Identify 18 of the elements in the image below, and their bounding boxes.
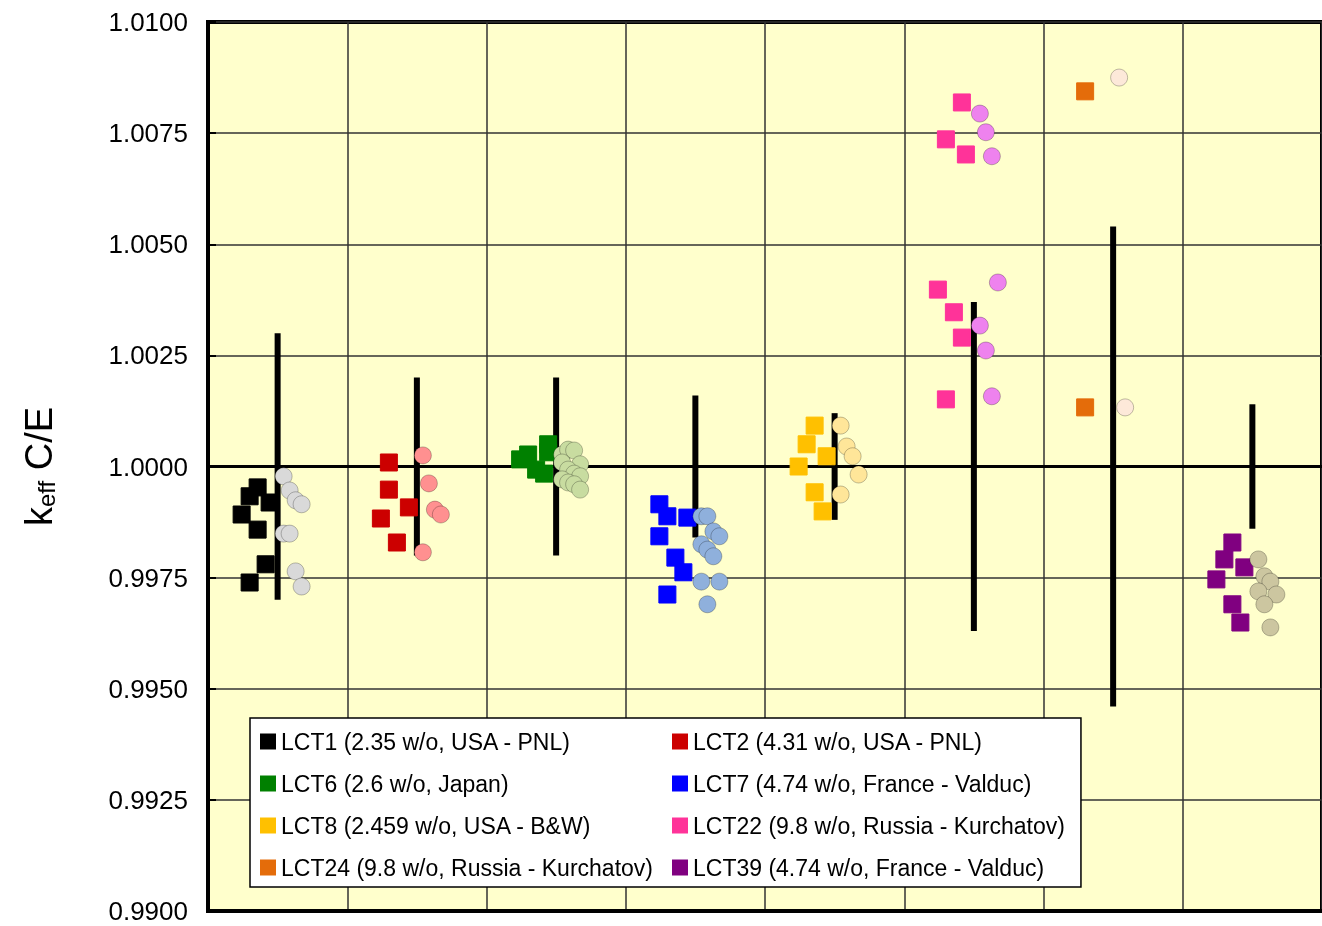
y-tick-label: 0.9900: [108, 896, 188, 926]
y-tick-label: 1.0000: [108, 451, 188, 482]
y-tick-label: 1.0025: [108, 340, 188, 371]
y-tick-label: 1.0075: [108, 118, 188, 149]
legend-label: LCT2 (4.31 w/o, USA - PNL): [692, 728, 982, 755]
y-tick-label: 0.9925: [108, 784, 188, 815]
y-tick-label: 1.0050: [108, 229, 188, 260]
legend-label: LCT6 (2.6 w/o, Japan): [281, 770, 509, 797]
legend-label: LCT39 (4.74 w/o, France - Valduc): [692, 854, 1045, 881]
legend-label: LCT24 (9.8 w/o, Russia - Kurchatov): [281, 854, 653, 881]
y-tick-label: 0.9975: [108, 562, 188, 593]
legend-label: LCT1 (2.35 w/o, USA - PNL): [281, 728, 570, 755]
y-tick-label: 1.0100: [108, 7, 188, 37]
y-axis-title: keff C/E: [18, 406, 60, 527]
legend-label: LCT22 (9.8 w/o, Russia - Kurchatov): [692, 812, 1065, 839]
legend-label: LCT8 (2.459 w/o, USA - B&W): [281, 812, 591, 839]
legend-label: LCT7 (4.74 w/o, France - Valduc): [692, 770, 1032, 797]
y-tick-label: 0.9950: [108, 673, 188, 704]
